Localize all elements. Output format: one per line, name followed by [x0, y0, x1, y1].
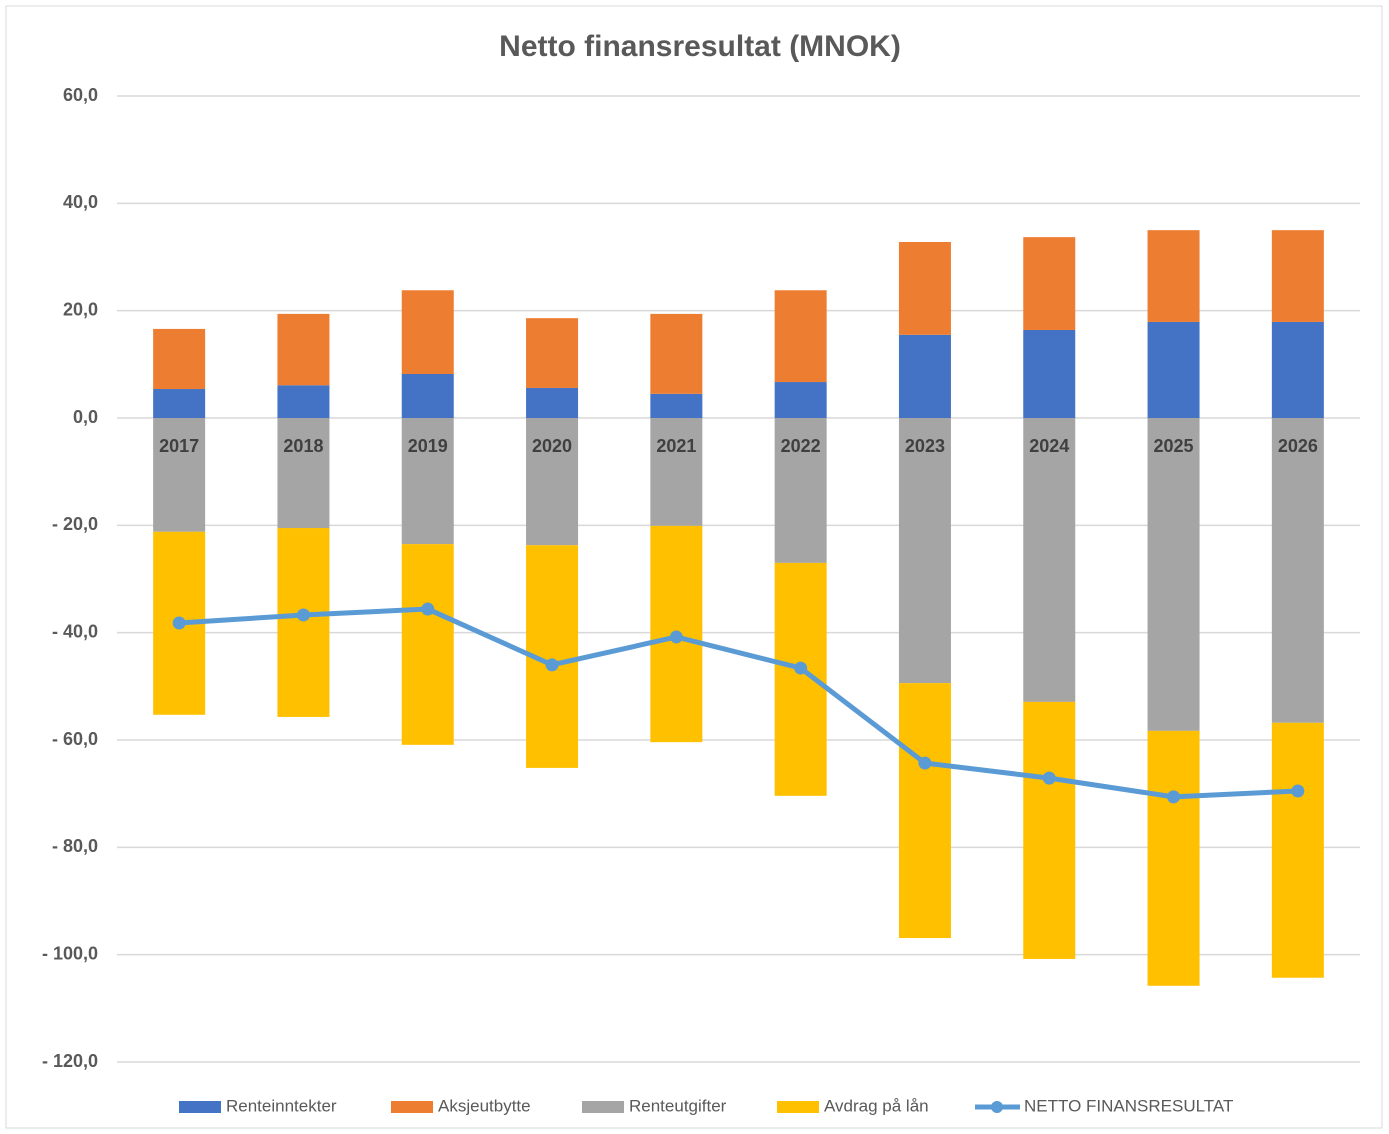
- bar: [774, 290, 827, 383]
- bar: [1023, 701, 1076, 959]
- y-tick-label: 60,0: [63, 85, 98, 105]
- legend-swatch: [777, 1101, 819, 1113]
- bar: [401, 418, 454, 545]
- bar: [774, 418, 827, 563]
- y-tick-label: - 120,0: [42, 1051, 98, 1071]
- line-marker: [421, 602, 435, 616]
- line-marker: [794, 661, 808, 675]
- bar: [153, 389, 206, 418]
- bar: [526, 318, 579, 388]
- bar: [401, 544, 454, 745]
- y-tick-label: - 60,0: [52, 729, 98, 749]
- x-tick-label: 2021: [656, 436, 696, 456]
- line-marker: [918, 756, 932, 770]
- y-tick-label: - 80,0: [52, 836, 98, 856]
- bar: [277, 313, 330, 386]
- legend-label: Renteutgifter: [629, 1096, 727, 1115]
- y-tick-label: - 40,0: [52, 621, 98, 641]
- bar: [153, 328, 206, 390]
- bar: [650, 418, 703, 526]
- bar: [1147, 230, 1200, 322]
- bar: [401, 290, 454, 374]
- line-marker: [172, 616, 186, 630]
- x-tick-label: 2026: [1278, 436, 1318, 456]
- x-tick-label: 2024: [1029, 436, 1069, 456]
- bar: [774, 382, 827, 418]
- bar: [650, 393, 703, 418]
- x-tick-label: 2017: [159, 436, 199, 456]
- legend-swatch: [179, 1101, 221, 1113]
- bar: [277, 385, 330, 418]
- bar: [526, 418, 579, 546]
- x-tick-label: 2020: [532, 436, 572, 456]
- bar: [898, 418, 951, 684]
- chart-title: Netto finansresultat (MNOK): [499, 30, 901, 63]
- legend-label: Aksjeutbytte: [438, 1096, 531, 1115]
- bar: [1147, 418, 1200, 731]
- legend-label: Avdrag på lån: [824, 1096, 929, 1115]
- bar: [898, 683, 951, 939]
- bar: [1023, 237, 1076, 330]
- x-tick-label: 2022: [781, 436, 821, 456]
- line-marker: [1167, 790, 1181, 804]
- line-marker: [1291, 784, 1305, 798]
- bar: [898, 334, 951, 418]
- bar: [1271, 418, 1324, 723]
- line-marker: [1042, 771, 1056, 785]
- bar: [898, 241, 951, 335]
- legend-swatch: [582, 1101, 624, 1113]
- line-marker: [669, 630, 683, 644]
- bar: [650, 313, 703, 394]
- bar: [401, 373, 454, 418]
- x-tick-label: 2019: [408, 436, 448, 456]
- bar: [1147, 730, 1200, 986]
- x-tick-label: 2025: [1154, 436, 1194, 456]
- y-tick-label: 40,0: [63, 192, 98, 212]
- bar: [1023, 418, 1076, 702]
- line: [178, 606, 1298, 800]
- y-tick-label: - 20,0: [52, 514, 98, 534]
- x-tick-label: 2018: [283, 436, 323, 456]
- y-tick-label: 20,0: [63, 299, 98, 319]
- x-tick-label: 2023: [905, 436, 945, 456]
- bar: [153, 418, 206, 532]
- bar: [277, 528, 330, 717]
- bar: [1271, 722, 1324, 978]
- legend-label: Renteinntekter: [226, 1096, 337, 1115]
- y-tick-label: 0,0: [73, 407, 98, 427]
- bar: [1023, 329, 1076, 418]
- y-tick-label: - 100,0: [42, 943, 98, 963]
- bar: [1271, 321, 1324, 418]
- bar: [526, 387, 579, 418]
- line-marker: [296, 608, 310, 622]
- legend-swatch-marker: [991, 1101, 1003, 1113]
- bar: [1271, 230, 1324, 322]
- line-marker: [545, 658, 559, 672]
- legend-swatch: [391, 1101, 433, 1113]
- bar: [1147, 321, 1200, 418]
- legend-label: NETTO FINANSRESULTAT: [1024, 1096, 1233, 1115]
- bar: [277, 418, 330, 529]
